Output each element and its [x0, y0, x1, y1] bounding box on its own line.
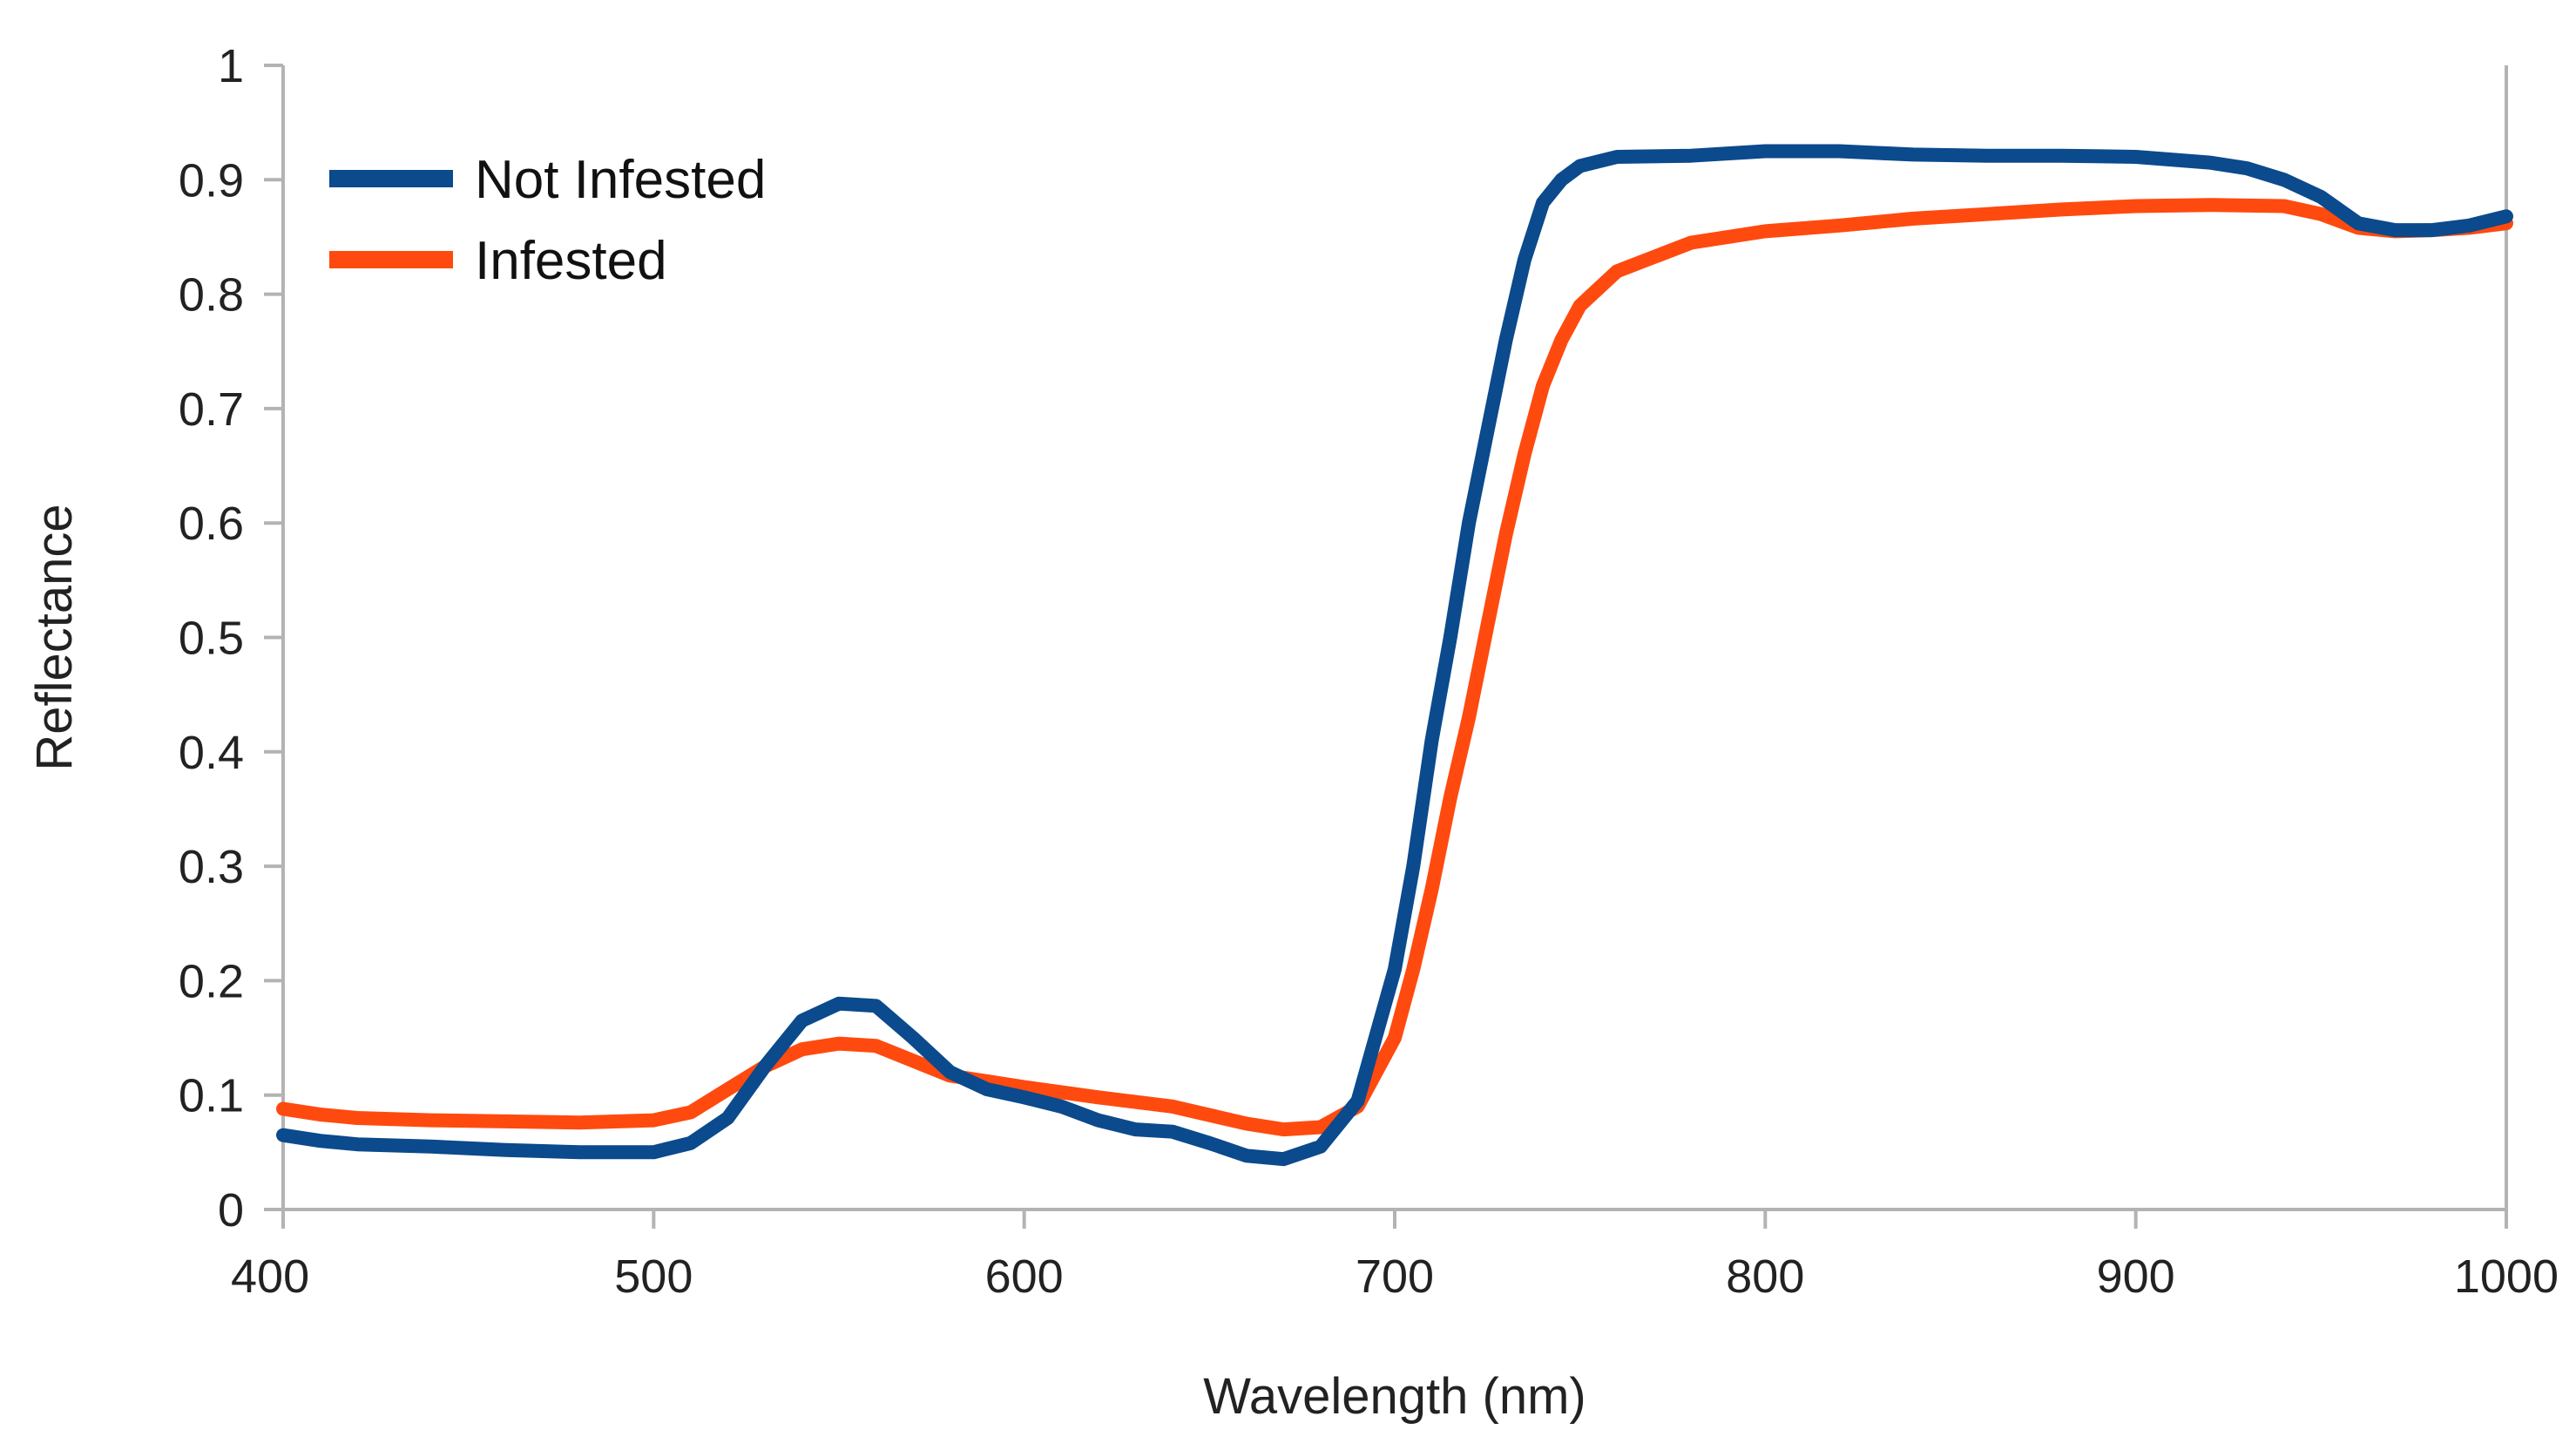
y-tick-label: 1 [218, 40, 244, 92]
data-series [276, 144, 2513, 1167]
y-tick-label: 0 [218, 1184, 244, 1237]
y-tick-label: 0.5 [179, 613, 244, 665]
y-tick-label: 0.2 [179, 955, 244, 1007]
x-tick-label: 600 [985, 1250, 1064, 1303]
y-axis-ticks: 0 0.1 0.2 0.3 0.4 0.5 0.6 0.7 0.8 0.9 1 [179, 40, 283, 1237]
x-tick-label: 1000 [2454, 1250, 2559, 1303]
legend-label-not-infested: Not Infested [475, 150, 766, 210]
y-tick-label: 0.3 [179, 841, 244, 893]
y-axis-title: Reflectance [26, 504, 83, 770]
y-tick-label: 0.9 [179, 154, 244, 207]
series-line-infested [276, 198, 2513, 1137]
x-tick-label: 900 [2097, 1250, 2175, 1303]
x-tick-label: 400 [231, 1250, 309, 1303]
y-tick-label: 0.8 [179, 269, 244, 322]
legend-label-infested: Infested [475, 231, 667, 291]
series-line-not-infested [276, 144, 2513, 1167]
x-tick-label: 800 [1726, 1250, 1804, 1303]
x-tick-label: 500 [614, 1250, 693, 1303]
legend: Not Infested Infested [329, 150, 766, 291]
x-axis-ticks: 400 500 600 700 800 900 1000 [231, 1209, 2559, 1303]
x-tick-label: 700 [1356, 1250, 1434, 1303]
x-axis-title: Wavelength (nm) [1203, 1368, 1585, 1425]
y-tick-label: 0.4 [179, 727, 244, 779]
y-tick-label: 0.1 [179, 1070, 244, 1122]
y-tick-label: 0.7 [179, 383, 244, 436]
y-tick-label: 0.6 [179, 498, 244, 550]
